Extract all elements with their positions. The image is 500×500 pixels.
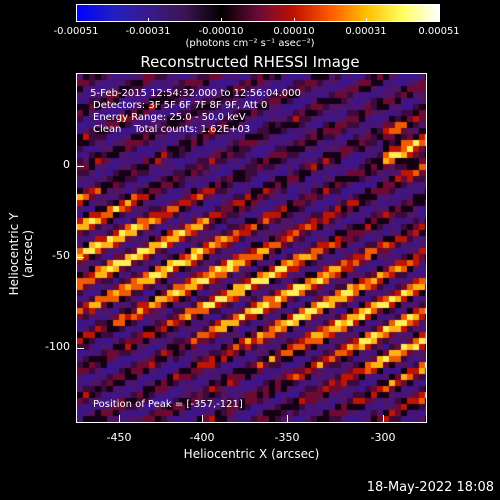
y-axis-label: Heliocentric Y (arcsec) [7,212,35,296]
colorbar-tick [76,18,77,22]
y-tick-label: 0 [63,158,70,171]
energy-range-text: Energy Range: 25.0 - 50.0 keV [93,112,246,123]
time-range-text: 5-Feb-2015 12:54:32.000 to 12:56:04.000 [87,88,301,99]
x-tick-mark [383,415,384,423]
y-tick-mark [76,257,84,258]
colorbar-label: -0.00031 [125,26,171,37]
detectors-text: Detectors: 3F 5F 6F 7F 8F 9F, Att 0 [93,100,268,111]
y-tick-label: -100 [45,340,70,353]
colorbar-tick [366,18,367,22]
x-tick-label: -450 [106,431,132,444]
x-axis-label: Heliocentric X (arcsec) [183,447,320,461]
colorbar [76,4,440,22]
x-tick-mark [119,415,120,423]
colorbar-label: 0.00051 [418,26,460,37]
colorbar-tick [294,18,295,22]
colorbar-tick [439,18,440,22]
y-tick-mark [76,166,84,167]
heatmap-image [77,74,426,422]
colorbar-label: -0.00051 [53,26,99,37]
colorbar-label: -0.00010 [198,26,244,37]
colorbar-units: (photons cm⁻² s⁻¹ asec⁻²) [185,38,315,49]
colorbar-label: 0.00031 [345,26,387,37]
x-tick-mark [287,415,288,423]
clean-counts-text: Clean Total counts: 1.62E+03 [93,124,251,135]
y-tick-mark [76,348,84,349]
image-panel: 5-Feb-2015 12:54:32.000 to 12:56:04.000 … [76,73,427,423]
x-tick-label: -300 [370,431,396,444]
peak-position-text: Position of Peak = [-357,-121] [93,399,243,410]
plot-title: Reconstructed RHESSI Image [140,53,360,71]
y-tick-label: -50 [52,249,70,262]
colorbar-tick [148,18,149,22]
plot-datestamp: 18-May-2022 18:08 [366,480,494,495]
colorbar-tick [221,18,222,22]
x-tick-label: -350 [274,431,300,444]
colorbar-label: 0.00010 [273,26,315,37]
x-tick-label: -400 [189,431,215,444]
x-tick-mark [202,415,203,423]
